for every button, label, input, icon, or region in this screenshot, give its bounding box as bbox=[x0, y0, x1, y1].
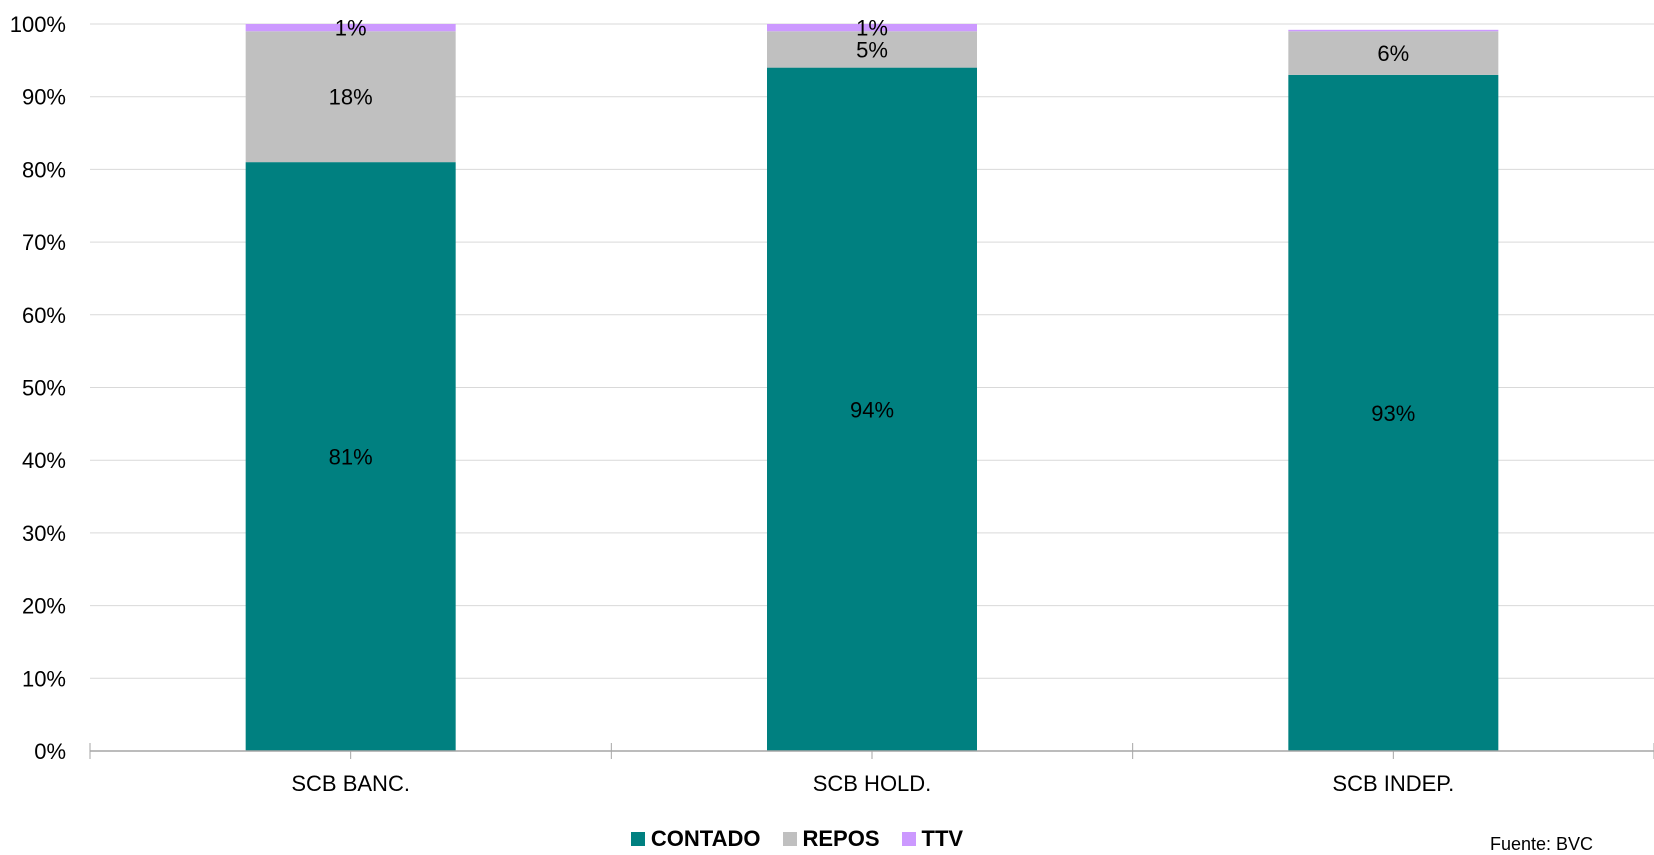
x-tick-label: SCB BANC. bbox=[291, 771, 410, 796]
y-tick-label: 0% bbox=[34, 739, 66, 764]
source-note: Fuente: BVC bbox=[1490, 834, 1594, 854]
data-label-repos: 6% bbox=[1377, 41, 1409, 66]
x-tick-label: SCB HOLD. bbox=[813, 771, 932, 796]
y-axis-tick-labels: 0% 10% 20% 30% 40% 50% 60% 70% 80% 90% 100% bbox=[10, 12, 66, 764]
legend-label: CONTADO bbox=[650, 826, 761, 851]
data-label-ttv: 1% bbox=[856, 16, 888, 41]
legend-item-ttv: TTV bbox=[901, 826, 964, 852]
legend-item-repos: REPOS bbox=[782, 826, 880, 852]
bar-segment-contado bbox=[1288, 74, 1499, 751]
y-tick-label: 100% bbox=[10, 12, 66, 37]
bar-segment-repos bbox=[767, 31, 977, 68]
x-tick-label: SCB INDEP. bbox=[1332, 771, 1454, 796]
bar-segment-contado bbox=[245, 162, 456, 751]
y-tick-label: 80% bbox=[22, 157, 66, 182]
y-tick-label: 20% bbox=[22, 594, 66, 619]
data-label-contado: 93% bbox=[1371, 401, 1415, 426]
legend-label: REPOS bbox=[802, 826, 880, 851]
y-tick-label: 50% bbox=[22, 376, 66, 401]
data-label-repos: 5% bbox=[856, 37, 888, 62]
legend-swatch bbox=[782, 832, 797, 846]
data-label-ttv: 1% bbox=[335, 16, 367, 41]
stacked-bar-chart: 0% 10% 20% 30% 40% 50% 60% 70% 80% 90% 100% 81% 18%… bbox=[10, 12, 1654, 796]
legend-label: TTV bbox=[921, 826, 964, 851]
legend-swatch bbox=[901, 832, 916, 846]
y-tick-label: 10% bbox=[22, 666, 66, 691]
data-labels: 81%18%1%94%5%1%93%6% bbox=[329, 16, 1416, 470]
legend: CONTADO REPOS TTV bbox=[0, 824, 1624, 854]
bar-segment-ttv bbox=[245, 24, 456, 32]
y-tick-label: 30% bbox=[22, 521, 66, 546]
y-tick-label: 70% bbox=[22, 230, 66, 255]
bar-segment-ttv bbox=[767, 24, 977, 32]
legend-swatch bbox=[630, 832, 645, 846]
data-label-contado: 81% bbox=[329, 445, 373, 470]
data-label-repos: 18% bbox=[329, 85, 373, 110]
bar-segments bbox=[245, 24, 1499, 752]
legend-item-contado: CONTADO bbox=[630, 826, 761, 852]
bar-segment-contado bbox=[767, 67, 977, 752]
x-axis: SCB BANC. SCB HOLD. SCB INDEP. bbox=[89, 743, 1654, 796]
y-tick-label: 40% bbox=[22, 448, 66, 473]
y-tick-label: 60% bbox=[22, 303, 66, 328]
bar-segment-repos bbox=[245, 31, 456, 163]
bar-segment-ttv bbox=[1288, 29, 1499, 32]
data-label-contado: 94% bbox=[850, 397, 894, 422]
bar-segment-repos bbox=[1288, 31, 1499, 75]
y-tick-label: 90% bbox=[22, 85, 66, 110]
